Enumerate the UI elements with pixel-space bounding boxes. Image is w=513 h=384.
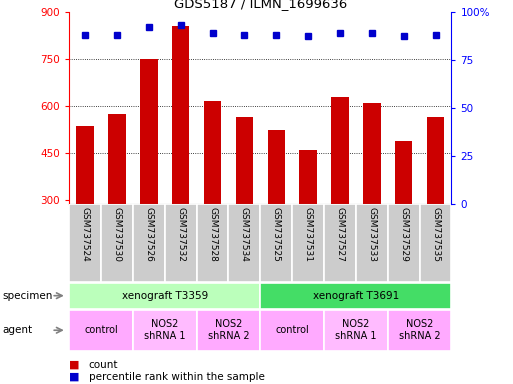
Text: control: control <box>84 325 118 335</box>
Bar <box>140 59 157 204</box>
Bar <box>108 114 126 204</box>
Text: GSM737534: GSM737534 <box>240 207 249 262</box>
Bar <box>300 150 317 204</box>
Bar <box>331 96 349 204</box>
Text: count: count <box>89 360 119 370</box>
Bar <box>76 126 94 204</box>
Text: specimen: specimen <box>3 291 53 301</box>
Text: GSM737535: GSM737535 <box>431 207 440 262</box>
Text: NOS2
shRNA 2: NOS2 shRNA 2 <box>208 319 249 341</box>
Bar <box>261 310 324 351</box>
Bar <box>235 117 253 204</box>
Bar <box>395 141 412 204</box>
Bar <box>196 204 228 282</box>
Text: GSM737526: GSM737526 <box>144 207 153 262</box>
Text: GSM737529: GSM737529 <box>399 207 408 262</box>
Text: GSM737530: GSM737530 <box>112 207 122 262</box>
Bar <box>69 283 261 309</box>
Text: GSM737531: GSM737531 <box>304 207 312 262</box>
Bar <box>324 204 356 282</box>
Text: percentile rank within the sample: percentile rank within the sample <box>89 372 265 382</box>
Title: GDS5187 / ILMN_1699636: GDS5187 / ILMN_1699636 <box>174 0 347 10</box>
Bar <box>356 204 388 282</box>
Bar <box>388 204 420 282</box>
Bar <box>196 310 261 351</box>
Bar <box>427 117 444 204</box>
Bar <box>292 204 324 282</box>
Bar <box>133 310 196 351</box>
Text: GSM737527: GSM737527 <box>336 207 344 262</box>
Text: GSM737533: GSM737533 <box>367 207 377 262</box>
Bar <box>69 204 101 282</box>
Bar <box>388 310 451 351</box>
Bar <box>261 204 292 282</box>
Text: GSM737524: GSM737524 <box>81 207 90 262</box>
Bar <box>172 26 189 204</box>
Text: ■: ■ <box>69 360 80 370</box>
Text: GSM737525: GSM737525 <box>272 207 281 262</box>
Text: NOS2
shRNA 2: NOS2 shRNA 2 <box>399 319 440 341</box>
Bar <box>420 204 451 282</box>
Text: NOS2
shRNA 1: NOS2 shRNA 1 <box>144 319 186 341</box>
Text: agent: agent <box>3 325 33 335</box>
Bar <box>204 101 221 204</box>
Bar <box>261 283 451 309</box>
Text: ■: ■ <box>69 372 80 382</box>
Text: NOS2
shRNA 1: NOS2 shRNA 1 <box>335 319 377 341</box>
Bar <box>228 204 261 282</box>
Bar <box>101 204 133 282</box>
Bar <box>363 103 381 204</box>
Bar <box>165 204 196 282</box>
Bar <box>69 310 133 351</box>
Text: control: control <box>275 325 309 335</box>
Text: GSM737528: GSM737528 <box>208 207 217 262</box>
Text: xenograft T3691: xenograft T3691 <box>313 291 399 301</box>
Bar <box>133 204 165 282</box>
Bar <box>267 129 285 204</box>
Text: GSM737532: GSM737532 <box>176 207 185 262</box>
Text: xenograft T3359: xenograft T3359 <box>122 291 208 301</box>
Bar <box>324 310 388 351</box>
